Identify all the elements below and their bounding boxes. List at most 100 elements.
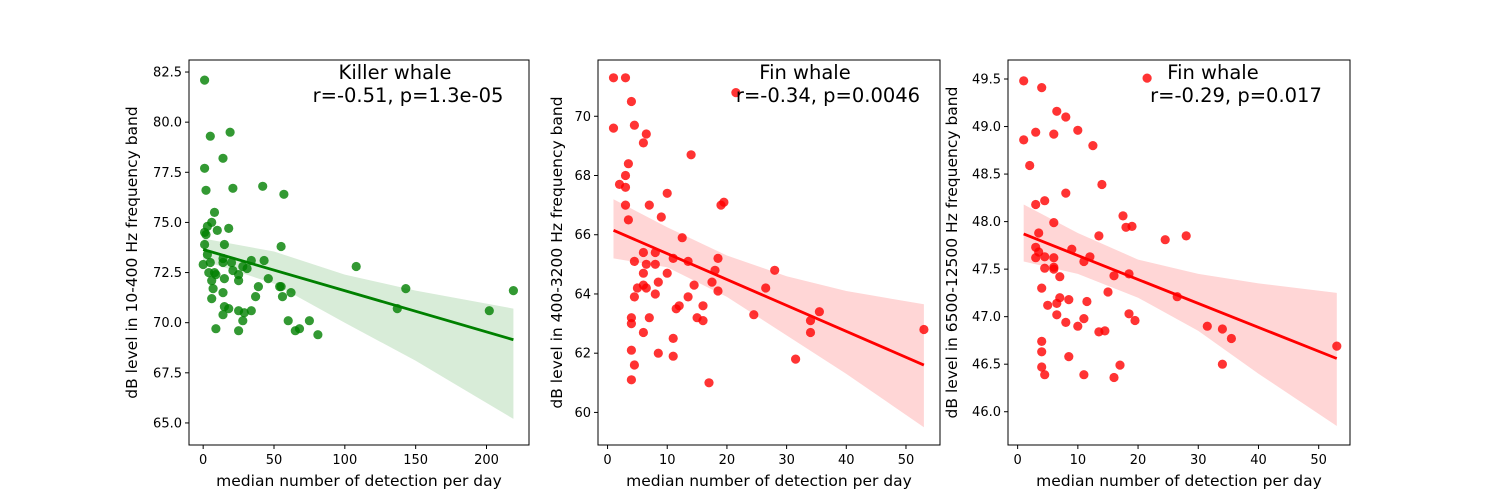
data-point <box>258 181 268 191</box>
data-point <box>1079 314 1089 324</box>
data-point <box>629 360 640 370</box>
data-point <box>791 354 801 364</box>
data-point <box>224 304 234 314</box>
x-tick-label: 50 <box>898 453 915 468</box>
data-point <box>677 233 687 243</box>
data-point <box>1079 370 1089 380</box>
y-tick-label: 70.0 <box>153 316 182 331</box>
data-point <box>279 189 289 199</box>
data-point <box>1097 179 1107 190</box>
y-tick-label: 77.5 <box>153 166 182 181</box>
data-point <box>219 274 229 284</box>
annotation-stats: r=-0.51, p=1.3e-05 <box>313 84 504 107</box>
y-tick-label: 47.5 <box>972 263 1001 278</box>
x-tick-label: 40 <box>838 453 855 468</box>
data-point <box>731 88 741 98</box>
data-point <box>234 326 244 336</box>
axes-frame <box>1007 59 1351 446</box>
data-point <box>198 259 208 270</box>
data-point <box>1031 127 1041 137</box>
data-point <box>1088 141 1098 151</box>
data-point <box>626 96 637 107</box>
data-point <box>218 153 228 163</box>
data-point <box>1103 287 1113 297</box>
data-point <box>218 310 228 320</box>
data-point <box>205 257 215 268</box>
data-point <box>641 283 651 293</box>
data-point <box>638 138 649 148</box>
axes-frame <box>597 59 941 446</box>
data-point <box>629 256 640 266</box>
data-point <box>1109 372 1119 383</box>
data-point <box>1037 362 1047 372</box>
data-point <box>508 286 518 296</box>
data-point <box>644 200 654 210</box>
data-point <box>200 163 210 173</box>
data-point <box>1037 283 1047 293</box>
x-tick-label: 0 <box>1013 453 1021 468</box>
regression-line <box>202 248 514 342</box>
data-point <box>218 288 228 298</box>
data-point <box>1025 160 1035 171</box>
data-point <box>713 253 723 263</box>
data-point <box>1124 309 1134 319</box>
data-point <box>749 310 759 320</box>
confidence-band <box>1023 204 1337 426</box>
x-tick-label: 30 <box>778 453 795 468</box>
data-point <box>212 225 222 235</box>
data-point <box>228 183 238 193</box>
data-point <box>1332 341 1342 351</box>
data-point <box>209 207 220 217</box>
data-point <box>286 288 296 298</box>
data-point <box>1160 235 1170 245</box>
data-point <box>1073 321 1083 331</box>
data-point <box>1031 199 1041 210</box>
data-point <box>1055 272 1065 282</box>
data-point <box>761 283 771 293</box>
data-point <box>1181 231 1191 241</box>
data-point <box>1049 129 1059 139</box>
data-point <box>623 215 634 225</box>
x-tick-label: 50 <box>1310 453 1327 468</box>
x-axis-label: median number of detection per day <box>216 472 502 490</box>
data-point <box>242 263 252 274</box>
data-point <box>219 239 229 250</box>
data-point <box>276 282 286 292</box>
data-point <box>626 375 637 385</box>
data-point <box>484 306 494 316</box>
data-point <box>263 274 273 284</box>
data-point <box>1019 76 1029 86</box>
data-point <box>1064 352 1074 362</box>
x-tick-label: 0 <box>199 453 207 468</box>
annotation-title: Fin whale <box>759 61 850 84</box>
data-point <box>668 333 678 343</box>
data-point <box>698 301 708 311</box>
data-point <box>1037 83 1047 93</box>
data-point <box>638 247 649 258</box>
x-tick-label: 40 <box>1250 453 1267 468</box>
annotation-stats: r=-0.34, p=0.0046 <box>736 84 920 107</box>
data-point <box>656 212 666 222</box>
x-tick-label: 0 <box>603 453 611 468</box>
data-point <box>205 131 215 141</box>
data-point <box>770 265 780 275</box>
data-point <box>626 345 637 355</box>
y-axis-label: dB level in 400-3200 Hz frequency band <box>548 96 566 408</box>
data-point <box>207 294 217 304</box>
data-point <box>1073 125 1083 135</box>
data-point <box>401 284 411 294</box>
data-point <box>1049 264 1059 274</box>
data-point <box>919 324 929 335</box>
regression-line <box>612 229 925 367</box>
y-axis-label: dB level in 10-400 Hz frequency band <box>123 106 141 398</box>
data-point <box>211 324 221 334</box>
annotation-title: Killer whale <box>339 61 452 84</box>
data-point <box>1034 228 1044 238</box>
data-point <box>1118 211 1128 221</box>
data-point <box>1052 106 1062 116</box>
annotation-stats: r=-0.29, p=0.017 <box>1150 84 1322 107</box>
panel-fin-whale-6500-12500hz: 0 10 20 30 40 50 46.0 46.5 47.0 47.5 48.0 48.5 49.0 4… <box>943 59 1351 490</box>
y-tick-label: 49.0 <box>972 120 1001 135</box>
data-point <box>234 276 244 286</box>
data-point <box>226 257 237 268</box>
